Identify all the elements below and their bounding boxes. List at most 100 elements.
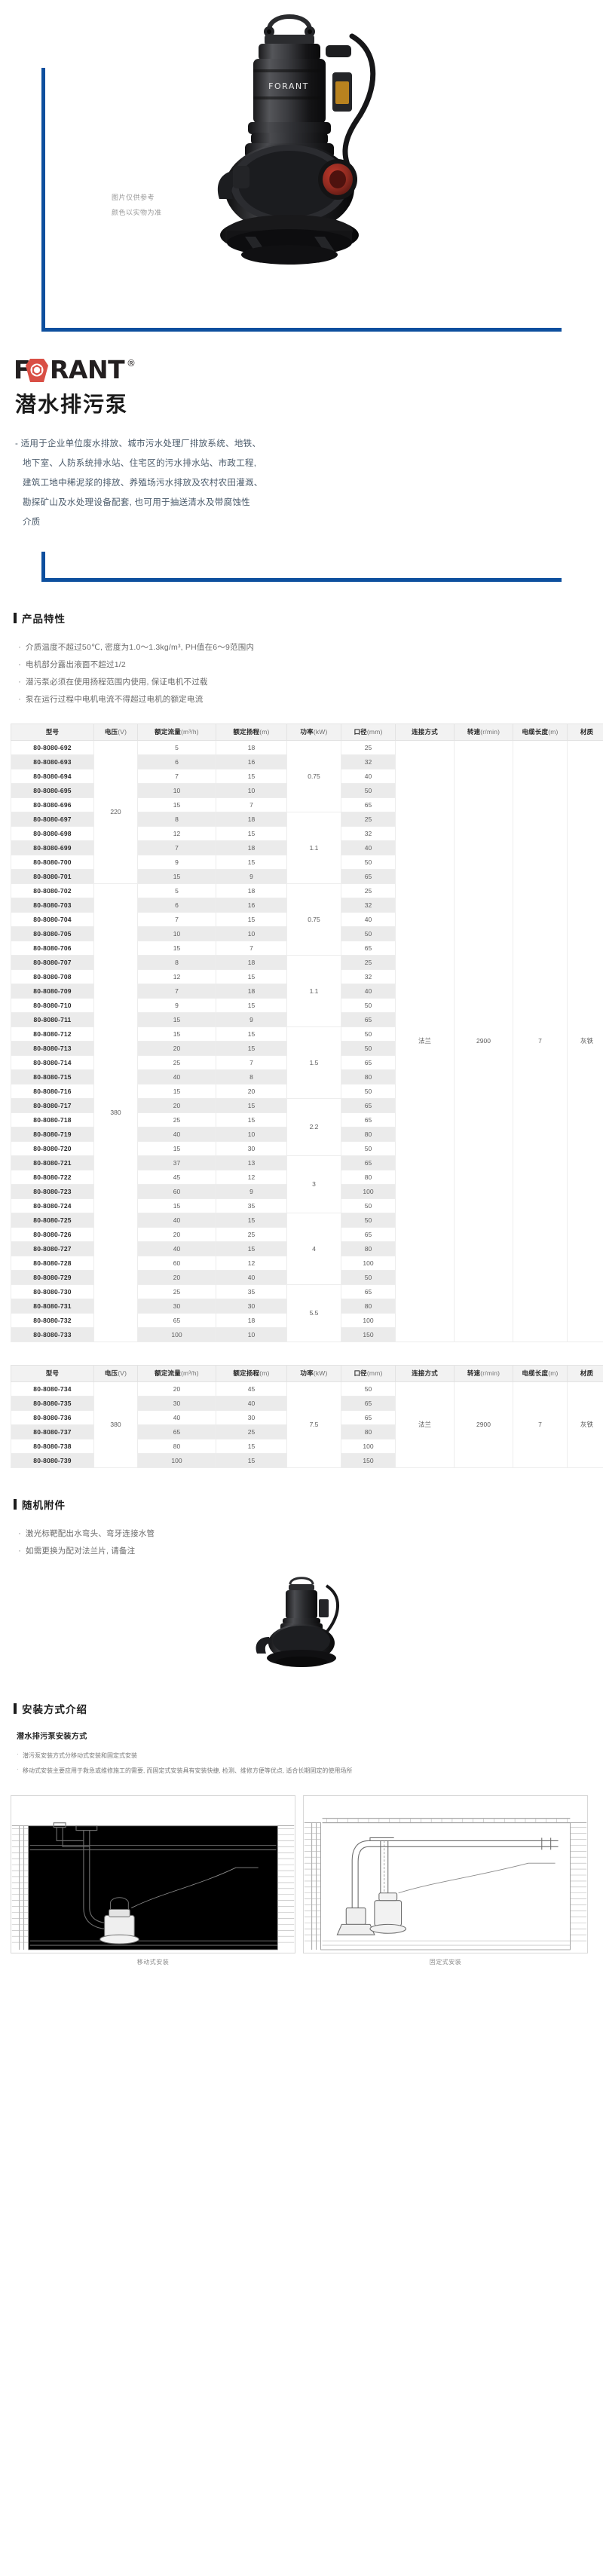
cell-power: 7.5 — [286, 1381, 341, 1468]
cell-head: 40 — [216, 1395, 287, 1411]
cell-bore: 80 — [341, 1424, 396, 1439]
table-row: 80-8080-728 60 12 100 — [11, 1255, 603, 1271]
column-header-4: 功率(kW) — [286, 723, 341, 741]
cell-bore: 65 — [341, 1409, 396, 1425]
cell-bore: 65 — [341, 1011, 396, 1027]
table-row: 80-8080-734 380 20 45 7.5 50 法兰 2900 7 灰铁 — [11, 1381, 603, 1468]
hero-section: 图片仅供参考 颜色以实物为准 — [0, 0, 603, 354]
cell-model: 80-8080-713 — [11, 1040, 94, 1056]
cell-power: 1.1 — [286, 954, 341, 1027]
cell-bore: 65 — [341, 1054, 396, 1070]
table-row: 80-8080-708 12 15 32 — [11, 968, 603, 984]
cell-head: 15 — [216, 854, 287, 870]
column-header-3: 额定扬程(m) — [216, 1364, 287, 1382]
table-row: 80-8080-732 65 18 100 — [11, 1312, 603, 1328]
cell-bore: 50 — [341, 925, 396, 941]
cell-flow: 20 — [137, 1381, 216, 1397]
cell-model: 80-8080-732 — [11, 1312, 94, 1328]
table-row: 80-8080-737 65 25 80 — [11, 1424, 603, 1439]
cell-head: 16 — [216, 897, 287, 913]
cell-head: 12 — [216, 1169, 287, 1185]
accessory-image-wrap — [0, 1571, 603, 1672]
column-header-0: 型号 — [11, 1364, 94, 1382]
cell-model: 80-8080-699 — [11, 840, 94, 855]
cell-model: 80-8080-723 — [11, 1183, 94, 1199]
column-header-9: 材质 — [567, 723, 603, 741]
accessories-heading-label: 随机附件 — [22, 1499, 66, 1511]
cell-connection: 法兰 — [395, 1381, 455, 1468]
table-row: 80-8080-699 7 18 40 — [11, 840, 603, 855]
hero-disclaimer: 图片仅供参考 颜色以实物为准 — [112, 190, 162, 220]
cell-model: 80-8080-701 — [11, 868, 94, 884]
cell-bore: 40 — [341, 983, 396, 999]
svg-text:FORANT: FORANT — [268, 81, 309, 91]
cell-flow: 40 — [137, 1212, 216, 1228]
cell-bore: 50 — [341, 1212, 396, 1228]
cell-model: 80-8080-711 — [11, 1011, 94, 1027]
table-row: 80-8080-724 15 35 50 — [11, 1198, 603, 1213]
cell-model: 80-8080-735 — [11, 1395, 94, 1411]
cell-flow: 40 — [137, 1409, 216, 1425]
cell-head: 18 — [216, 739, 287, 755]
hero-blue-frame — [41, 68, 562, 332]
cell-model: 80-8080-706 — [11, 940, 94, 956]
accessories-list: 激光标靶配出水弯头、弯牙连接水管 如需更换为配对法兰片, 请备注 — [18, 1525, 603, 1560]
table-row: 80-8080-731 30 30 80 — [11, 1298, 603, 1314]
cell-bore: 65 — [341, 1155, 396, 1170]
cell-bore: 50 — [341, 1040, 396, 1056]
cell-model: 80-8080-726 — [11, 1226, 94, 1242]
features-list: 介质温度不超过50℃, 密度为1.0～1.3kg/m³, PH值在6～9范围内 … — [18, 638, 603, 708]
cell-bore: 32 — [341, 754, 396, 769]
table-row: 80-8080-693 6 16 32 — [11, 754, 603, 769]
table-row: 80-8080-715 40 8 80 — [11, 1069, 603, 1085]
install-item: 移动式安装主要应用于救急或维修施工的需要, 而固定式安装具有安装快捷, 检测、维… — [17, 1762, 603, 1779]
column-header-0: 型号 — [11, 723, 94, 741]
cell-flow: 5 — [137, 883, 216, 898]
table-header-row: 型号 电压(V) 额定流量(m³/h) 额定扬程(m) 功率(kW) 口径(mm) 连接方式… — [11, 723, 603, 741]
cell-model: 80-8080-698 — [11, 825, 94, 841]
table-row: 80-8080-725 40 15 4 50 — [11, 1212, 603, 1285]
cell-head: 30 — [216, 1298, 287, 1314]
cell-bore: 50 — [341, 1083, 396, 1099]
table-row: 80-8080-714 25 7 65 — [11, 1054, 603, 1070]
cell-model: 80-8080-696 — [11, 797, 94, 812]
cell-bore: 150 — [341, 1452, 396, 1468]
cell-model: 80-8080-730 — [11, 1283, 94, 1299]
accessory-pump-illustration — [256, 1576, 339, 1667]
cell-head: 15 — [216, 968, 287, 984]
cell-bore: 25 — [341, 954, 396, 970]
cell-head: 30 — [216, 1140, 287, 1156]
cell-model: 80-8080-737 — [11, 1424, 94, 1439]
cell-bore: 25 — [341, 739, 396, 755]
install-sub-heading: 潜水排污泵安装方式 — [17, 1732, 87, 1741]
cell-bore: 80 — [341, 1298, 396, 1314]
registered-mark: ® — [127, 358, 136, 369]
diagram-caption-right: 固定式安装 — [429, 1958, 462, 1966]
cell-flow: 15 — [137, 1198, 216, 1213]
cell-head: 35 — [216, 1198, 287, 1213]
cell-flow: 15 — [137, 1011, 216, 1027]
column-header-3: 额定扬程(m) — [216, 723, 287, 741]
table-row: 80-8080-692 220 5 18 0.75 25 法兰 2900 7 灰铁 — [11, 739, 603, 1342]
cell-head: 18 — [216, 1312, 287, 1328]
accessory-item: 如需更换为配对法兰片, 请备注 — [18, 1542, 603, 1560]
cell-flow: 15 — [137, 1026, 216, 1042]
brand-logo: F RANT ® — [14, 354, 603, 387]
cell-model: 80-8080-738 — [11, 1438, 94, 1454]
cell-bore: 100 — [341, 1438, 396, 1454]
column-header-4: 功率(kW) — [286, 1364, 341, 1382]
cell-flow: 6 — [137, 897, 216, 913]
spec-table-1-wrap: 型号 电压(V) 额定流量(m³/h) 额定扬程(m) 功率(kW) 口径(mm) 连接方式… — [11, 723, 603, 1342]
cell-head: 15 — [216, 1452, 287, 1468]
product-page: 图片仅供参考 颜色以实物为准 — [0, 0, 603, 1992]
cell-bore: 100 — [341, 1183, 396, 1199]
cell-bore: 40 — [341, 840, 396, 855]
cell-flow: 20 — [137, 1269, 216, 1285]
install-heading-label: 安装方式介绍 — [22, 1703, 87, 1715]
cell-bore: 50 — [341, 1026, 396, 1042]
cell-model: 80-8080-734 — [11, 1381, 94, 1397]
svg-text:RANT: RANT — [50, 355, 125, 384]
accessories-heading: 随机附件 — [14, 1497, 603, 1512]
cell-model: 80-8080-721 — [11, 1155, 94, 1170]
cell-model: 80-8080-710 — [11, 997, 94, 1013]
